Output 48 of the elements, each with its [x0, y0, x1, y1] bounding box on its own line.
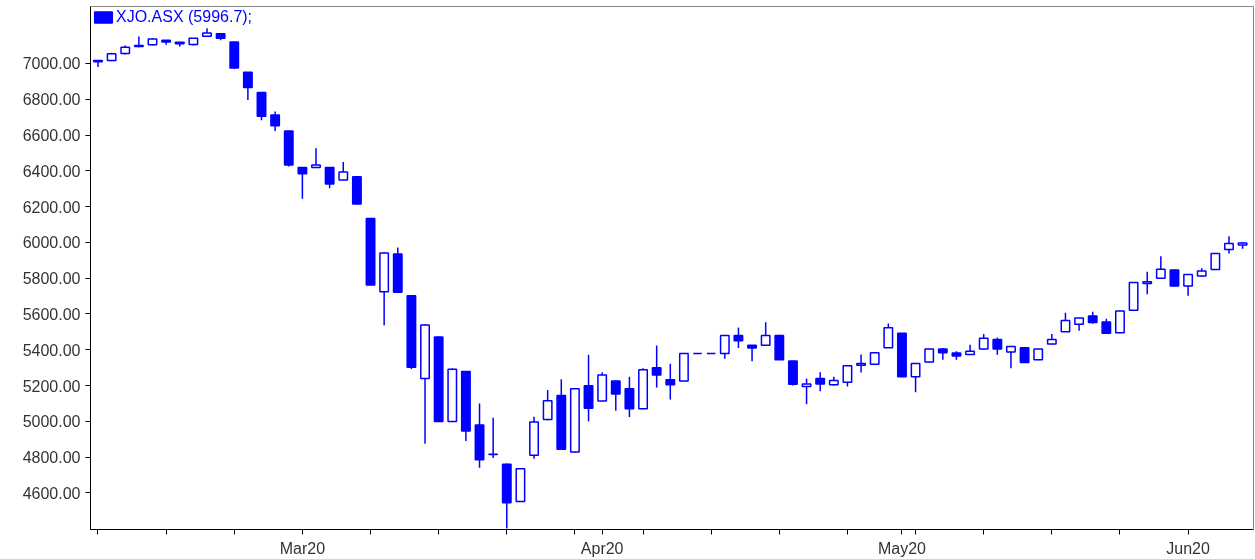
y-tick-label: 5000.00: [22, 413, 81, 431]
candlestick: [542, 389, 553, 422]
y-tick-label: 6200.00: [22, 198, 81, 216]
candlestick: [297, 166, 308, 200]
y-tick-label: 6600.00: [22, 127, 81, 145]
y-tick-label: 6000.00: [22, 234, 81, 252]
x-tick-label: May20: [877, 539, 927, 557]
y-tick-label: 7000.00: [22, 55, 81, 73]
candlestick: [311, 147, 321, 169]
y-tick-label: 5800.00: [22, 270, 81, 288]
candlestick: [665, 363, 676, 401]
y-tick-label: 6400.00: [22, 162, 81, 180]
candlestick: [760, 321, 771, 347]
candlestick: [242, 71, 253, 101]
candlestick: [801, 377, 812, 405]
x-tick-label: Jun20: [1166, 539, 1210, 557]
legend-label: XJO.ASX (5996.7);: [116, 8, 253, 26]
candlestick: [1183, 273, 1194, 297]
candlestick: [910, 362, 921, 393]
candlestick: [883, 322, 894, 349]
x-tick-label: Apr20: [580, 539, 624, 557]
candlestick: [747, 344, 758, 362]
y-tick-label: 5600.00: [22, 306, 81, 323]
candlestick: [583, 354, 594, 423]
x-tick-label: Mar20: [279, 539, 326, 557]
y-tick-label: 4600.00: [22, 484, 81, 502]
candlestick: [856, 353, 867, 374]
candlestick: [624, 376, 635, 418]
y-tick-label: 5400.00: [22, 341, 81, 359]
candlestick: [270, 110, 281, 132]
candlestick: [1155, 255, 1166, 280]
candlestick: [1005, 345, 1016, 369]
candlestick: [733, 326, 744, 349]
candlestick: [610, 380, 621, 412]
y-tick-label: 6800.00: [22, 91, 81, 109]
y-tick-label: 4800.00: [22, 449, 81, 467]
candlestick: [338, 161, 349, 182]
candlestick: [651, 344, 662, 389]
candlestick: [815, 371, 826, 392]
candlestick: [324, 166, 335, 189]
candlestick: [1114, 309, 1125, 334]
candlestick: [719, 334, 730, 360]
candlestick: [488, 417, 499, 459]
candlestick: [256, 91, 267, 122]
candlestick: [842, 364, 853, 388]
candlestick: [1142, 271, 1153, 296]
candlestick: [787, 359, 798, 387]
y-tick-label: 5200.00: [22, 377, 81, 395]
